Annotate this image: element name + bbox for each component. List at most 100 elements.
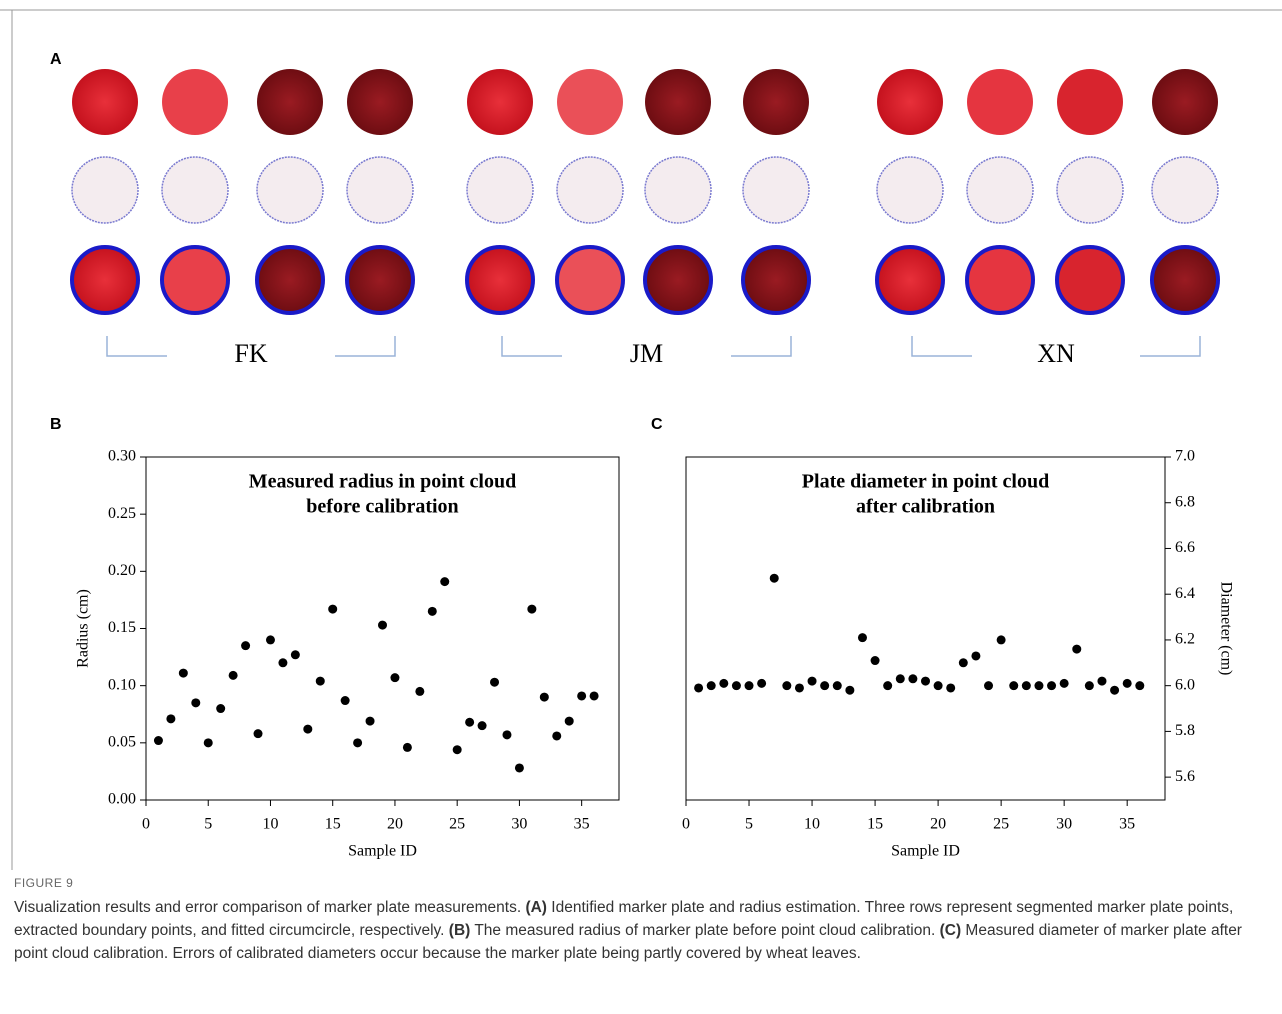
data-point (719, 679, 728, 688)
data-point (732, 681, 741, 690)
bracket (912, 336, 972, 356)
segmented-plate (557, 69, 623, 135)
x-tick-label: 10 (262, 816, 278, 833)
fitted-plate (162, 247, 228, 313)
y-axis-label: Radius (cm) (75, 589, 92, 668)
data-point (527, 605, 536, 614)
data-point (303, 725, 312, 734)
data-point (707, 681, 716, 690)
x-tick-label: 0 (142, 816, 150, 833)
data-point (845, 686, 854, 695)
segmented-plate (1057, 69, 1123, 135)
x-tick-label: 5 (745, 816, 753, 833)
bracket (502, 336, 562, 356)
fitted-plate (1152, 247, 1218, 313)
caption: Visualization results and error comparis… (14, 896, 1244, 965)
data-point (353, 738, 362, 747)
data-point (515, 763, 524, 772)
data-point (757, 679, 766, 688)
boundary-plate (1057, 157, 1123, 223)
segmented-plate (967, 69, 1033, 135)
y-tick-label: 0.20 (108, 562, 136, 579)
data-point (191, 698, 200, 707)
segmented-plate (257, 69, 323, 135)
data-point (366, 717, 375, 726)
data-point (1047, 681, 1056, 690)
boundary-plate (467, 157, 533, 223)
data-point (971, 651, 980, 660)
boundary-plate (347, 157, 413, 223)
data-point (1072, 645, 1081, 654)
caption-ref: (C) (940, 922, 962, 939)
caption-text: The measured radius of marker plate befo… (470, 922, 939, 939)
segmented-plate (162, 69, 228, 135)
data-point (934, 681, 943, 690)
data-point (577, 691, 586, 700)
data-point (782, 681, 791, 690)
data-point (833, 681, 842, 690)
y-tick-label: 0.00 (108, 791, 136, 808)
data-point (328, 605, 337, 614)
data-point (1060, 679, 1069, 688)
fitted-plate (1057, 247, 1123, 313)
y-tick-label: 0.10 (108, 676, 136, 693)
data-point (502, 730, 511, 739)
x-tick-label: 5 (204, 816, 212, 833)
group-label: JM (630, 339, 663, 368)
x-tick-label: 15 (867, 816, 883, 833)
x-tick-label: 20 (930, 816, 946, 833)
boundary-plate (257, 157, 323, 223)
fitted-plate (877, 247, 943, 313)
data-point (908, 674, 917, 683)
caption-ref: (B) (449, 922, 471, 939)
segmented-plate (347, 69, 413, 135)
data-point (694, 683, 703, 692)
chart-title: after calibration (856, 496, 995, 518)
data-point (896, 674, 905, 683)
group-label: FK (234, 339, 267, 368)
panel-label: C (651, 416, 663, 433)
data-point (403, 743, 412, 752)
data-point (229, 671, 238, 680)
x-tick-label: 30 (1056, 816, 1072, 833)
data-point (316, 677, 325, 686)
data-point (1009, 681, 1018, 690)
data-point (1097, 677, 1106, 686)
data-point (204, 738, 213, 747)
chart-title: Plate diameter in point cloud (802, 471, 1049, 493)
x-tick-label: 20 (387, 816, 403, 833)
caption-text: Visualization results and error comparis… (14, 899, 525, 916)
data-point (808, 677, 817, 686)
x-axis-label: Sample ID (891, 843, 960, 860)
panel-label: A (50, 51, 62, 68)
data-point (465, 718, 474, 727)
x-tick-label: 25 (993, 816, 1009, 833)
fitted-plate (72, 247, 138, 313)
data-point (254, 729, 263, 738)
data-point (984, 681, 993, 690)
segmented-plate (877, 69, 943, 135)
x-tick-label: 10 (804, 816, 820, 833)
boundary-plate (877, 157, 943, 223)
segmented-plate (743, 69, 809, 135)
bracket (107, 336, 167, 356)
data-point (453, 745, 462, 754)
fitted-plate (645, 247, 711, 313)
figure: A FKJMXN BMeasured radius in point cloud… (0, 0, 1282, 870)
bracket (335, 336, 395, 356)
fitted-plate (557, 247, 623, 313)
data-point (216, 704, 225, 713)
caption-ref: (A) (525, 899, 547, 916)
data-point (590, 691, 599, 700)
data-point (1085, 681, 1094, 690)
x-tick-label: 35 (574, 816, 590, 833)
data-point (440, 577, 449, 586)
data-point (291, 650, 300, 659)
y-tick-label: 6.2 (1175, 631, 1195, 648)
data-point (415, 687, 424, 696)
y-tick-label: 6.6 (1175, 539, 1195, 556)
data-point (166, 714, 175, 723)
caption-label: FIGURE 9 (14, 876, 73, 890)
data-point (478, 721, 487, 730)
data-point (883, 681, 892, 690)
